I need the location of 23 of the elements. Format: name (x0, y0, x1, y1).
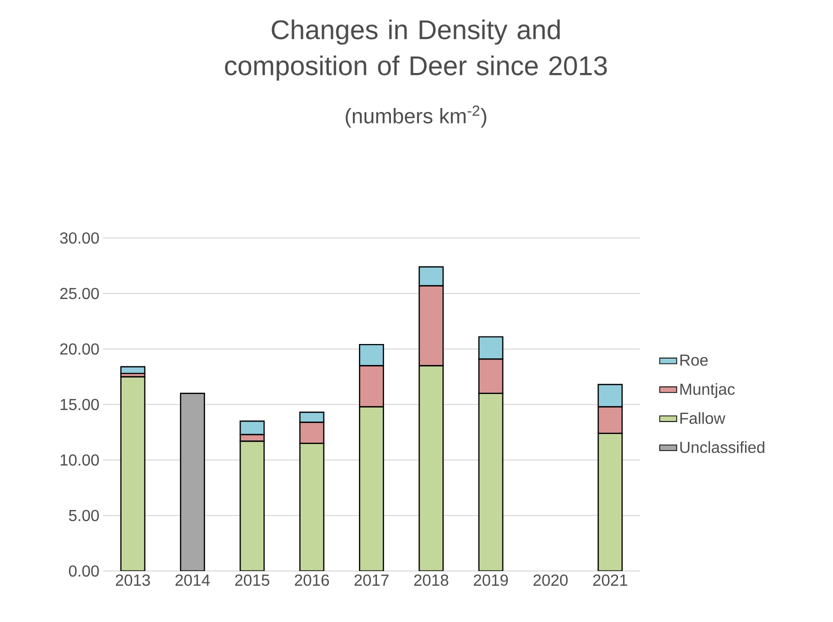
y-tick-label: 0.00 (68, 565, 99, 577)
legend-label: Muntjac (680, 383, 735, 398)
x-tick-label: 2016 (294, 574, 329, 586)
x-tick-label: 2014 (176, 574, 210, 586)
legend-label: Roe (680, 354, 708, 366)
chart-title: Changes in Density and composition of Deer since 2013 (225, 20, 607, 81)
y-tick-label: 30.00 (60, 232, 99, 244)
y-tick-label: 20.00 (60, 343, 99, 355)
y-tick-label: 15.00 (60, 398, 99, 410)
x-tick-label: 2013 (116, 574, 150, 586)
x-tick-label: 2020 (534, 574, 568, 586)
legend-label: Fallow (680, 412, 726, 424)
y-tick-label: 25.00 (60, 288, 99, 300)
y-tick-label: 10.00 (60, 454, 99, 466)
x-tick-label: 2015 (235, 574, 270, 586)
x-tick-label: 2017 (354, 574, 388, 586)
legend-label: Unclassified (680, 441, 764, 454)
x-tick-label: 2021 (593, 574, 628, 586)
x-tick-label: 2019 (474, 574, 508, 586)
y-tick-label: 5.00 (68, 510, 99, 522)
x-tick-label: 2018 (414, 574, 448, 586)
bar (120, 366, 146, 374)
chart-subtitle: (numbers km$^{-2}$) (346, 106, 486, 128)
